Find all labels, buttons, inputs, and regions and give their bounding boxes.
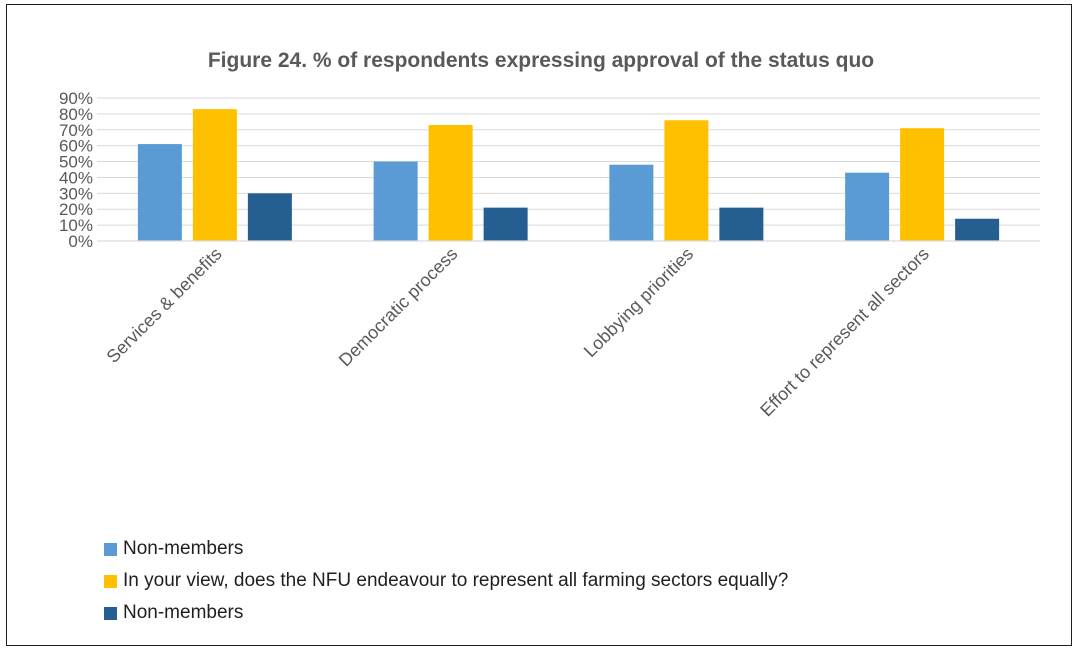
chart-title: Figure 24. % of respondents expressing a…	[208, 49, 874, 72]
y-axis-ticks: 0%10%20%30%40%50%60%70%80%90%	[59, 89, 93, 251]
legend-label: Non-members	[123, 538, 244, 559]
legend-label: Non-members	[123, 602, 244, 623]
gridlines	[97, 97, 1040, 226]
y-tick-label: 60%	[59, 137, 93, 156]
bar	[192, 109, 237, 241]
category-label: Effort to represent all sectors	[756, 244, 933, 421]
y-tick-label: 90%	[59, 89, 93, 108]
legend-label: In your view, does the NFU endeavour to …	[123, 570, 789, 591]
category-labels: Services & benefits Democratic process Lob…	[103, 244, 933, 421]
y-tick-label: 80%	[59, 105, 93, 124]
legend-swatch	[104, 574, 117, 588]
y-tick-label: 0%	[68, 232, 93, 251]
bar	[845, 172, 890, 241]
bar	[373, 161, 418, 241]
bar	[247, 193, 292, 241]
bar	[428, 125, 473, 241]
legend-item: In your view, does the NFU endeavour to …	[104, 565, 788, 597]
category-label: Lobbying priorities	[580, 244, 697, 361]
y-tick-label: 40%	[59, 168, 93, 187]
y-tick-label: 20%	[59, 200, 93, 219]
y-tick-label: 50%	[59, 153, 93, 172]
bar	[900, 128, 945, 241]
bar	[664, 120, 709, 241]
legend-swatch	[104, 542, 117, 556]
bar	[609, 164, 654, 241]
bar	[955, 218, 1000, 241]
y-tick-label: 30%	[59, 184, 93, 203]
legend-item: Non-members	[104, 597, 788, 629]
y-tick-label: 10%	[59, 216, 93, 235]
y-tick-label: 70%	[59, 121, 93, 140]
chart-frame	[6, 4, 1072, 646]
bar	[483, 207, 528, 241]
category-label: Services & benefits	[103, 244, 226, 367]
bars	[137, 109, 1000, 241]
bar	[137, 144, 182, 241]
legend-item: Non-members	[104, 533, 788, 565]
bar	[719, 207, 764, 241]
legend-swatch	[104, 606, 117, 620]
legend: Non-members In your view, does the NFU en…	[104, 533, 788, 629]
category-label: Democratic process	[335, 244, 462, 371]
